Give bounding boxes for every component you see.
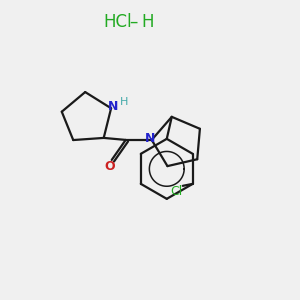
Text: O: O: [104, 160, 115, 173]
Text: Cl: Cl: [171, 185, 183, 198]
Text: –: –: [129, 13, 137, 31]
Text: H: H: [120, 97, 128, 107]
Text: HCl: HCl: [104, 13, 132, 31]
Text: N: N: [108, 100, 118, 113]
Text: H: H: [142, 13, 154, 31]
Text: N: N: [145, 132, 155, 146]
